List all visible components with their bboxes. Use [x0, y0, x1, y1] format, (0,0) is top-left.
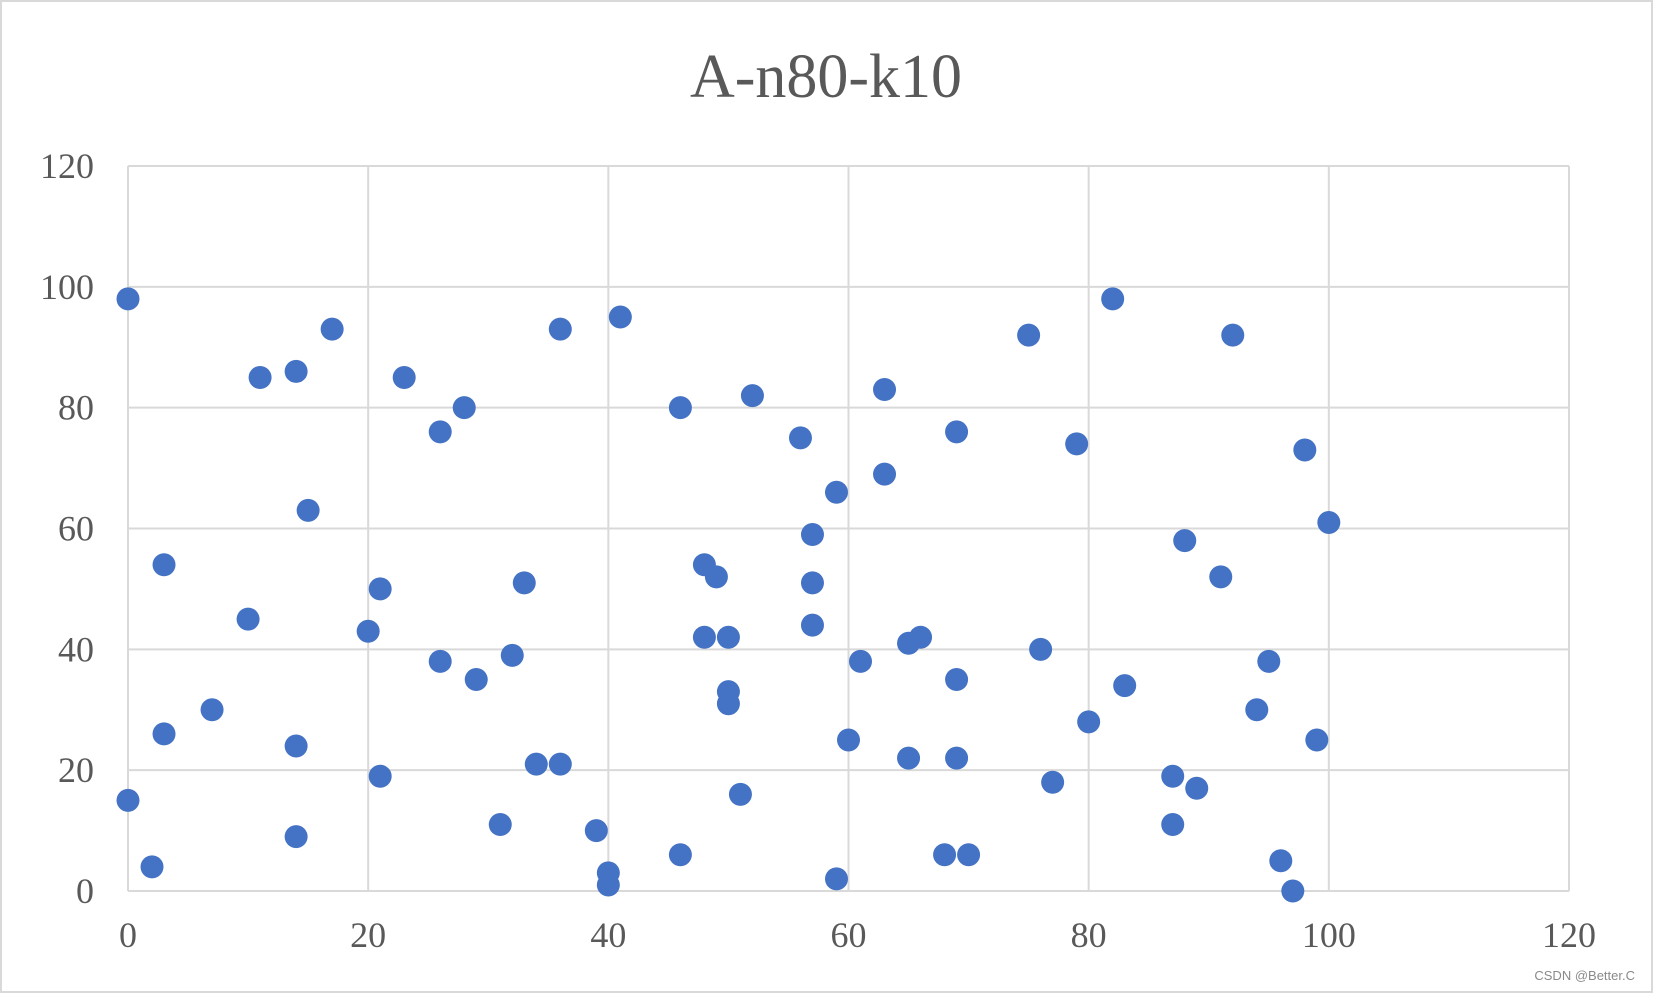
- data-point: [152, 722, 176, 746]
- data-point: [116, 287, 140, 311]
- data-point: [1101, 287, 1125, 311]
- data-point: [1293, 438, 1317, 462]
- data-point: [716, 692, 740, 716]
- data-point: [596, 873, 620, 897]
- data-point: [873, 378, 897, 402]
- data-point: [704, 565, 728, 589]
- data-point: [1029, 637, 1053, 661]
- data-point: [1017, 323, 1041, 347]
- data-point: [800, 523, 824, 547]
- data-point: [933, 843, 957, 867]
- data-point: [116, 788, 140, 812]
- data-point: [668, 843, 692, 867]
- data-point: [428, 649, 452, 673]
- chart-title: A-n80-k10: [690, 43, 962, 111]
- data-point: [800, 613, 824, 637]
- data-point: [957, 843, 981, 867]
- data-point: [945, 746, 969, 770]
- data-point: [488, 813, 512, 837]
- data-point: [1245, 698, 1269, 722]
- data-point: [1065, 432, 1089, 456]
- data-point: [945, 668, 969, 692]
- data-point: [728, 782, 752, 806]
- data-point: [356, 619, 380, 643]
- data-point: [524, 752, 548, 776]
- data-point: [740, 384, 764, 408]
- y-tick-label: 100: [40, 267, 94, 307]
- data-point: [368, 577, 392, 601]
- data-point: [1173, 529, 1197, 553]
- data-point: [140, 855, 164, 879]
- x-tick-label: 100: [1302, 915, 1356, 955]
- data-point: [1209, 565, 1233, 589]
- data-point: [945, 420, 969, 444]
- data-point: [1281, 879, 1305, 903]
- data-point: [548, 317, 572, 341]
- watermark: CSDN @Better.C: [1534, 968, 1635, 983]
- y-tick-label: 80: [58, 388, 94, 428]
- data-point: [152, 553, 176, 577]
- x-axis-ticks: 0 20 40 60 80 100 120: [119, 915, 1596, 955]
- data-point: [788, 426, 812, 450]
- data-point: [1269, 849, 1293, 873]
- data-point: [1185, 776, 1209, 800]
- data-point: [1161, 813, 1185, 837]
- y-axis-ticks: 0 20 40 60 80 100 120: [40, 146, 94, 911]
- data-point: [1305, 728, 1329, 752]
- data-point: [692, 625, 716, 649]
- y-tick-label: 120: [40, 146, 94, 186]
- y-tick-label: 40: [58, 629, 94, 669]
- data-point: [1113, 674, 1137, 698]
- x-tick-label: 0: [119, 915, 137, 955]
- y-tick-label: 20: [58, 750, 94, 790]
- data-point: [500, 643, 524, 667]
- data-point: [392, 365, 416, 389]
- data-point: [428, 420, 452, 444]
- data-point: [248, 365, 272, 389]
- data-point: [464, 668, 488, 692]
- data-point: [897, 746, 921, 770]
- data-point: [236, 607, 260, 631]
- data-point: [849, 649, 873, 673]
- data-point: [909, 625, 933, 649]
- data-point: [824, 480, 848, 504]
- data-point: [608, 305, 632, 329]
- x-tick-label: 120: [1542, 915, 1596, 955]
- data-point: [1317, 510, 1341, 534]
- data-point: [584, 819, 608, 843]
- data-point: [800, 571, 824, 595]
- x-tick-label: 80: [1071, 915, 1107, 955]
- x-tick-label: 60: [831, 915, 867, 955]
- data-point: [1221, 323, 1245, 347]
- data-point: [284, 825, 308, 849]
- data-point: [200, 698, 224, 722]
- y-tick-label: 60: [58, 509, 94, 549]
- data-point: [873, 462, 897, 486]
- data-point: [284, 734, 308, 758]
- data-point: [320, 317, 344, 341]
- data-points: [116, 287, 1341, 903]
- data-point: [837, 728, 860, 752]
- data-point: [1161, 764, 1185, 788]
- data-point: [1041, 770, 1065, 794]
- data-point: [284, 359, 308, 383]
- data-point: [1257, 649, 1281, 673]
- data-point: [452, 396, 476, 420]
- gridlines: [127, 165, 1570, 892]
- data-point: [668, 396, 692, 420]
- data-point: [368, 764, 392, 788]
- x-tick-label: 40: [590, 915, 626, 955]
- data-point: [1077, 710, 1101, 734]
- data-point: [716, 625, 740, 649]
- x-tick-label: 20: [350, 915, 386, 955]
- data-point: [824, 867, 848, 891]
- data-point: [548, 752, 572, 776]
- data-point: [296, 498, 320, 522]
- data-point: [512, 571, 536, 595]
- y-tick-label: 0: [76, 871, 94, 911]
